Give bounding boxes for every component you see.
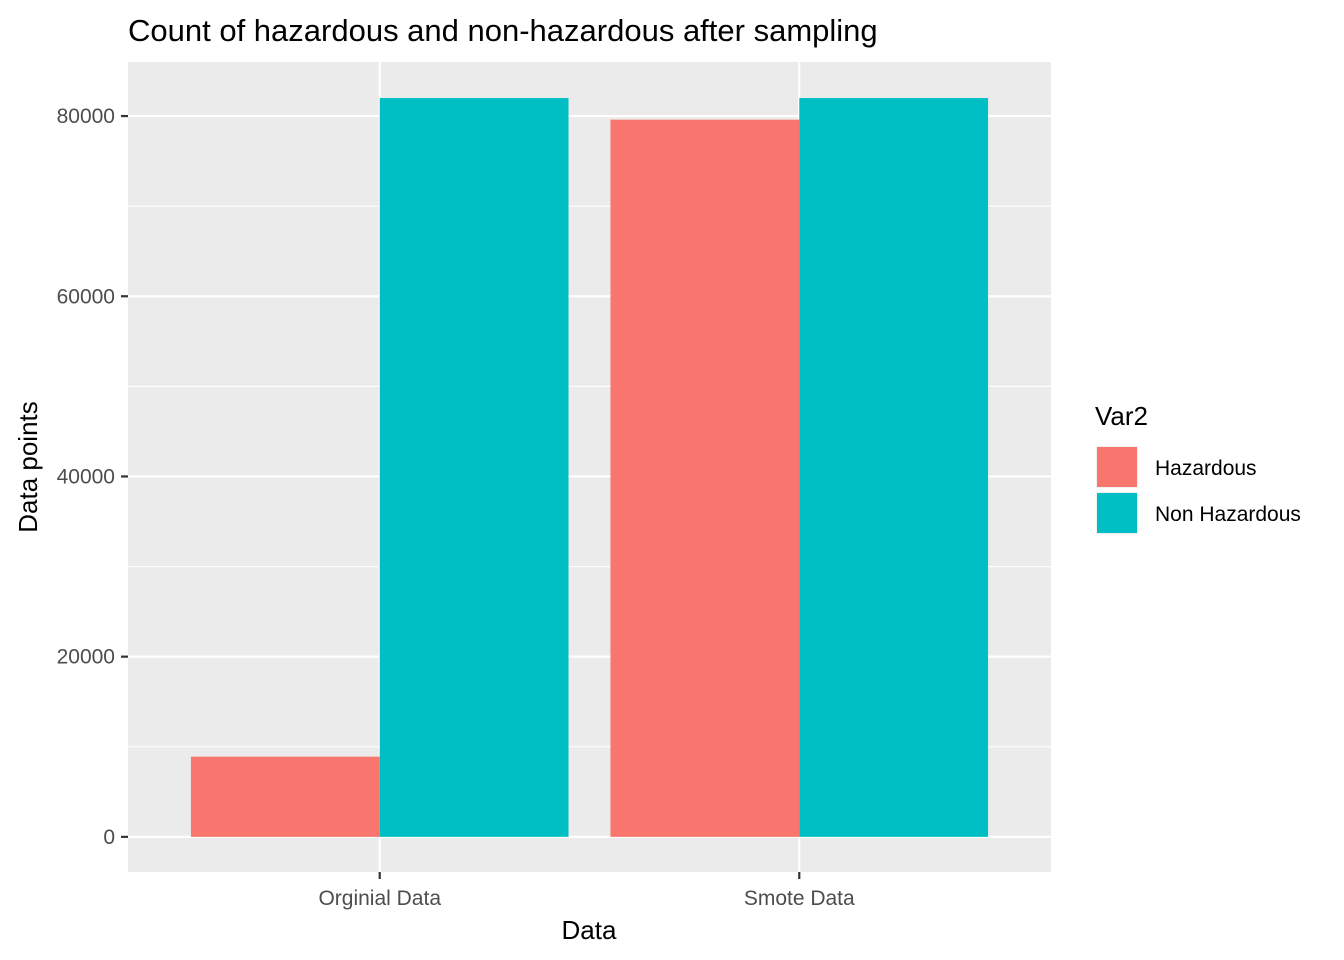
legend-swatch-non-hazardous: [1097, 493, 1137, 533]
bar-non-hazardous: [799, 98, 989, 837]
x-tick-label: Smote Data: [744, 887, 855, 910]
bar-hazardous: [190, 756, 380, 837]
y-tick-label: 80000: [57, 105, 115, 128]
legend-title: Var2: [1095, 401, 1148, 431]
bars: [190, 98, 989, 837]
bar-non-hazardous: [379, 98, 569, 837]
legend-label-hazardous: Hazardous: [1155, 457, 1257, 480]
bar-hazardous: [610, 119, 800, 837]
legend-swatch-hazardous: [1097, 447, 1137, 487]
chart-title: Count of hazardous and non-hazardous aft…: [128, 13, 878, 48]
y-axis-title: Data points: [13, 401, 43, 533]
y-axis: 0 20000 40000 60000 80000: [57, 105, 128, 849]
y-tick-label: 20000: [57, 646, 115, 669]
y-tick-label: 0: [103, 826, 115, 849]
x-axis: Orginial Data Smote Data: [318, 872, 855, 910]
y-tick-label: 40000: [57, 465, 115, 488]
legend-label-non-hazardous: Non Hazardous: [1155, 503, 1301, 526]
y-tick-label: 60000: [57, 285, 115, 308]
x-tick-label: Orginial Data: [318, 887, 441, 910]
x-axis-title: Data: [562, 915, 617, 945]
legend: Var2 Hazardous Non Hazardous: [1095, 401, 1301, 534]
